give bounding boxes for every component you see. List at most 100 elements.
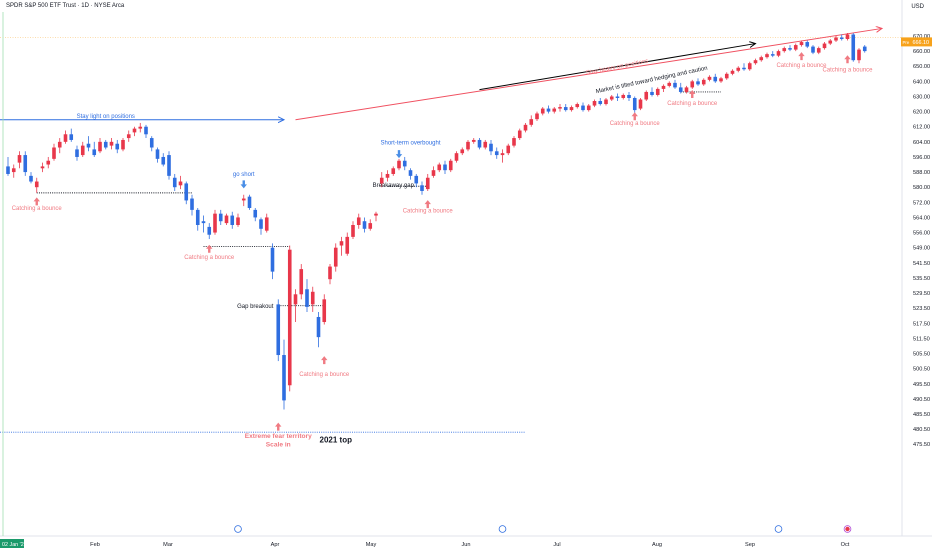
x-tick-label: Jul: [553, 542, 560, 548]
bounce-arrow-6: [689, 89, 696, 98]
candle: [598, 97, 603, 106]
candle: [696, 78, 700, 86]
catching-bounce-label-7: Catching a bounce: [776, 63, 827, 69]
y-tick-label: 596.00: [913, 155, 930, 161]
candle-body: [161, 156, 166, 165]
candle-body: [253, 209, 258, 218]
candle-body: [207, 226, 212, 235]
catching-bounce-label-2: Catching a bounce: [184, 255, 235, 261]
candle: [690, 79, 695, 89]
x-tick-label: Feb: [90, 542, 100, 548]
candle-body: [494, 151, 499, 156]
annotation-marks-layer: Stay light on positions Stay heavy on pos…: [12, 52, 873, 533]
candle: [460, 147, 465, 156]
candle: [270, 243, 275, 280]
candle: [736, 66, 741, 73]
candle-body: [178, 181, 183, 186]
candle-body: [218, 213, 223, 222]
short-term-overbought-label: Short-term overbought: [380, 141, 440, 147]
candle: [770, 51, 775, 58]
x-tick-label: Aug: [652, 542, 662, 548]
candle-body: [586, 105, 591, 111]
candle-body: [374, 213, 378, 216]
candle: [529, 115, 534, 127]
candle: [667, 81, 672, 88]
candle: [339, 236, 344, 256]
candle: [57, 138, 62, 154]
candle-body: [132, 128, 137, 133]
candle-body: [552, 108, 557, 112]
y-tick-label: 580.00: [913, 185, 930, 191]
candle-body: [609, 96, 614, 100]
candle-body: [742, 67, 746, 70]
candle: [517, 128, 522, 140]
event-marker-apr[interactable]: [234, 525, 242, 533]
candle: [230, 211, 235, 229]
x-tick-label: Apr: [271, 542, 280, 548]
candle-body: [839, 37, 844, 40]
candle: [644, 90, 649, 102]
y-tick-label: 511.50: [913, 336, 930, 342]
y-tick-label: 630.00: [913, 94, 930, 100]
candle: [420, 181, 424, 195]
candle: [6, 156, 10, 176]
candle: [282, 339, 286, 410]
event-marker-oct[interactable]: [843, 525, 852, 533]
candle: [351, 221, 355, 240]
candle-body: [408, 170, 413, 176]
candle: [454, 151, 459, 163]
candle: [385, 170, 390, 182]
candle: [80, 141, 85, 157]
candle: [862, 45, 867, 53]
event-marker-sep[interactable]: [774, 525, 783, 533]
event-marker-ring: [234, 525, 242, 533]
candle: [638, 97, 643, 111]
candle-body: [46, 160, 51, 165]
candle-body: [822, 43, 827, 49]
y-tick-label: 505.50: [913, 352, 930, 358]
event-marker-ring: [774, 525, 783, 533]
candle: [437, 162, 442, 173]
candle-body: [512, 138, 516, 146]
candle-body: [92, 149, 97, 156]
candle-body: [621, 94, 626, 98]
candle-body: [69, 134, 74, 140]
candle-body: [776, 51, 781, 56]
candle: [425, 173, 430, 191]
y-tick-label: 529.50: [913, 291, 930, 297]
overbought-arrow: [395, 150, 403, 159]
candle-body: [724, 73, 729, 79]
candle: [586, 104, 591, 112]
candle: [592, 99, 597, 108]
candle: [172, 173, 177, 191]
current-price-tag: Pre 666.10: [901, 37, 932, 47]
candle: [29, 172, 33, 184]
candle-body: [707, 76, 712, 80]
candle-body: [765, 54, 769, 58]
event-marker-jun[interactable]: [498, 525, 507, 533]
y-tick-label: 475.50: [913, 442, 930, 448]
candle-body: [121, 139, 125, 150]
candle-body: [414, 175, 419, 184]
bounce-arrow-3: [321, 356, 328, 365]
scale-in-label: Scale in: [266, 441, 291, 448]
candle: [391, 166, 396, 176]
event-marker-ring: [498, 525, 507, 533]
candle-body: [811, 46, 815, 53]
candle: [477, 138, 482, 150]
x-tick-start-badge: [0, 539, 24, 548]
x-tick-label: Mar: [163, 542, 173, 548]
candle-body: [420, 185, 424, 191]
candle: [17, 151, 22, 169]
y-tick-label: 556.00: [913, 231, 930, 237]
candle-body: [201, 221, 206, 224]
candle: [247, 194, 252, 210]
candle-body: [604, 99, 608, 105]
candle: [121, 138, 125, 152]
candle-body: [592, 101, 597, 106]
y-tick-label: 572.00: [913, 200, 930, 206]
candle: [190, 194, 194, 216]
candle-body: [282, 355, 286, 401]
